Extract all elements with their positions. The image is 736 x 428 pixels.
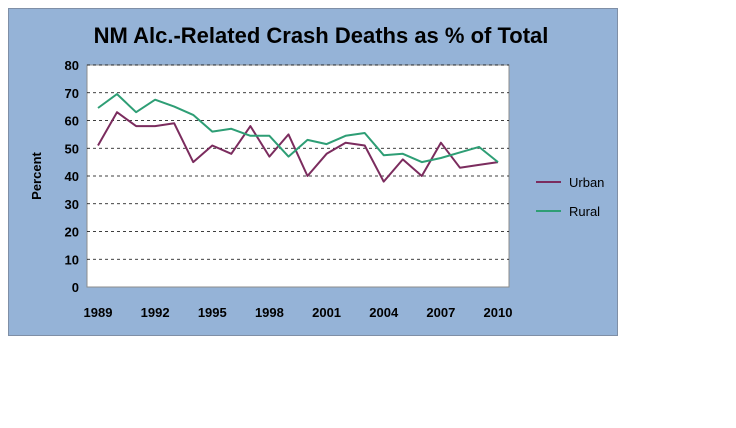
x-tick-label: 2004 [369, 305, 399, 320]
series-line-rural [97, 93, 499, 164]
y-axis-ticks: 0 10 20 30 40 50 60 70 80 [65, 58, 79, 295]
x-tick-label: 1992 [141, 305, 170, 320]
chart-title: NM Alc.-Related Crash Deaths as % of Tot… [94, 23, 549, 48]
y-tick-label: 20 [65, 225, 79, 240]
y-tick-label: 10 [65, 252, 79, 267]
x-tick-label: 2007 [426, 305, 455, 320]
series-lines [97, 93, 499, 183]
y-tick-label: 0 [72, 280, 79, 295]
chart: NM Alc.-Related Crash Deaths as % of Tot… [29, 23, 604, 320]
x-tick-label: 2001 [312, 305, 341, 320]
x-tick-label: 1989 [84, 305, 113, 320]
y-tick-label: 50 [65, 141, 79, 156]
x-tick-label: 1998 [255, 305, 284, 320]
y-tick-label: 80 [65, 58, 79, 73]
legend-label-rural: Rural [569, 204, 600, 219]
y-axis-title: Percent [29, 151, 44, 199]
chart-frame: NM Alc.-Related Crash Deaths as % of Tot… [8, 8, 618, 336]
y-tick-label: 70 [65, 86, 79, 101]
legend: Urban Rural [536, 175, 604, 219]
y-tick-label: 40 [65, 169, 79, 184]
y-tick-label: 60 [65, 114, 79, 129]
y-tick-label: 30 [65, 197, 79, 212]
x-tick-label: 1995 [198, 305, 227, 320]
legend-label-urban: Urban [569, 175, 604, 190]
x-tick-label: 2010 [484, 305, 513, 320]
x-axis-ticks: 1989 1992 1995 1998 2001 2004 2007 2010 [84, 305, 513, 320]
